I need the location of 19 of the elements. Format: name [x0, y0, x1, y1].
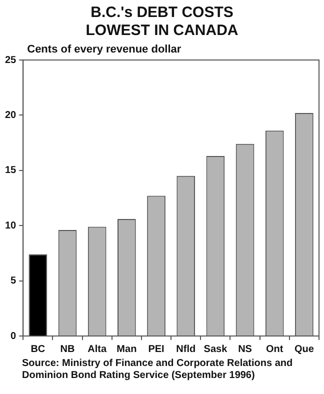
y-tick-label: 20 — [5, 110, 17, 121]
y-tick-label: 0 — [10, 330, 17, 342]
x-tick-label: Nfld — [176, 344, 196, 355]
source-note: Source: Ministry of Finance and Corporate Relations and Dominion Bond Rating Service (September 1996) — [22, 358, 294, 382]
y-tick-label: 5 — [10, 276, 17, 287]
y-tick-label: 10 — [5, 220, 17, 232]
x-tick-label: Alta — [88, 344, 107, 355]
x-tick-label: Que — [294, 344, 314, 355]
x-tick-label: Sask — [204, 344, 228, 355]
x-tick-label: BC — [30, 344, 46, 355]
x-tick-label: PEI — [148, 344, 165, 355]
x-tick-label: Man — [116, 344, 137, 355]
x-tick-label: Ont — [266, 344, 284, 355]
y-axis-title: Cents of every revenue dollar — [27, 44, 182, 56]
x-tick-label: NS — [238, 344, 252, 355]
chart-title: B.C.'s DEBT COSTS LOWEST IN CANADA — [84, 4, 240, 40]
y-tick-label: 15 — [5, 165, 17, 176]
x-tick-label: NB — [60, 344, 75, 355]
y-tick-label: 25 — [5, 54, 17, 66]
